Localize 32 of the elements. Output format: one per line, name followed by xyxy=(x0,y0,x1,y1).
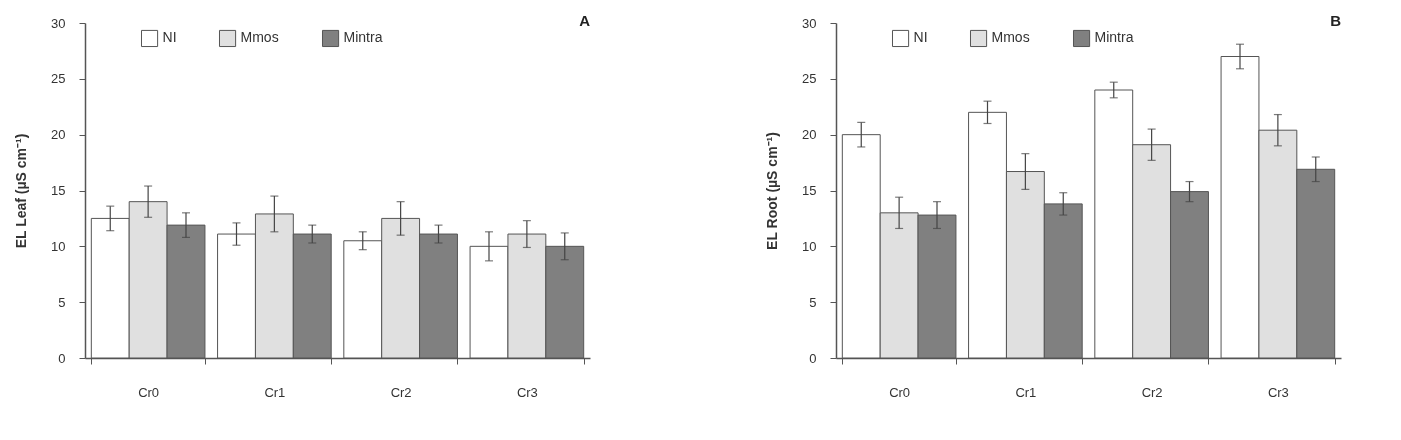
y-axis-title: EL Root (µS cm⁻¹) xyxy=(764,132,781,250)
y-tick-label: 25 xyxy=(802,71,817,87)
legend-label: Mmos xyxy=(991,29,1030,46)
y-tick-label: 15 xyxy=(802,183,817,198)
chart-title: A xyxy=(579,12,591,29)
legend-label: Mintra xyxy=(1094,29,1134,46)
y-tick-label: 30 xyxy=(802,15,817,31)
x-tick-label: Cr1 xyxy=(264,384,286,400)
y-tick-label: 10 xyxy=(51,238,66,254)
chart-title: B xyxy=(1330,12,1342,29)
x-tick-label: Cr2 xyxy=(1141,384,1163,400)
y-tick-label: 20 xyxy=(51,127,66,143)
x-tick-label: Cr3 xyxy=(516,384,538,400)
y-tick-label: 0 xyxy=(809,350,817,366)
y-tick-label: 15 xyxy=(51,183,66,198)
y-tick-label: 25 xyxy=(51,71,66,87)
y-tick-label: 5 xyxy=(809,294,817,310)
y-tick-label: 10 xyxy=(802,238,817,254)
legend-label: Mmos xyxy=(240,29,279,46)
y-tick-label: 5 xyxy=(58,294,66,310)
legend-label: NI xyxy=(913,29,928,46)
x-tick-label: Cr0 xyxy=(138,384,160,400)
legend-label: Mintra xyxy=(343,29,383,46)
x-tick-label: Cr3 xyxy=(1267,384,1289,400)
y-tick-label: 30 xyxy=(51,15,66,31)
y-tick-label: 20 xyxy=(802,127,817,143)
x-tick-label: Cr1 xyxy=(1015,384,1037,400)
x-tick-label: Cr2 xyxy=(390,384,412,400)
y-tick-label: 0 xyxy=(58,350,66,366)
x-tick-label: Cr0 xyxy=(889,384,911,400)
y-axis-title: EL Leaf (µS cm⁻¹) xyxy=(13,133,30,249)
legend-label: NI xyxy=(162,29,177,46)
